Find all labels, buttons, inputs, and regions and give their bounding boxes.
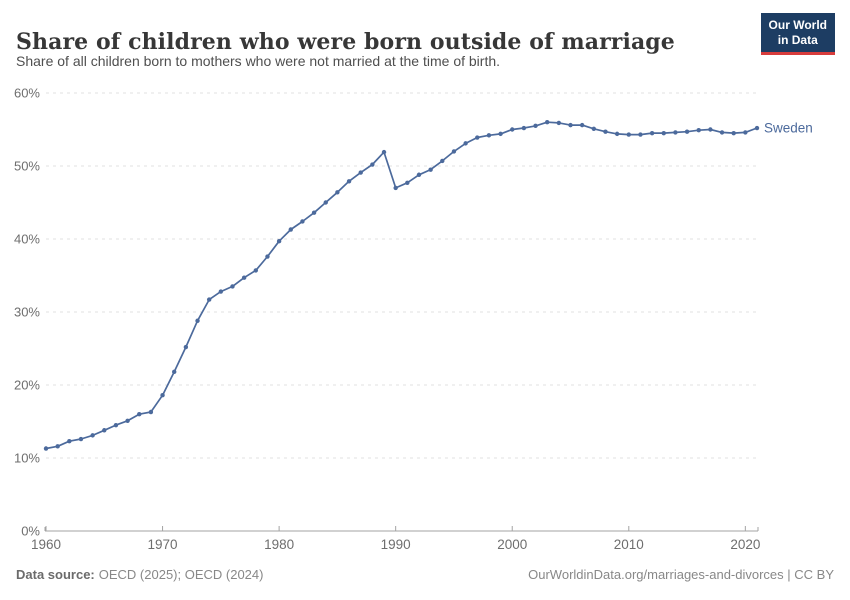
data-point-marker[interactable] [510,127,515,132]
x-axis-tick-label: 1970 [148,537,178,552]
data-point-marker[interactable] [475,135,480,140]
x-axis-tick-label: 1960 [31,537,61,552]
data-point-marker[interactable] [719,130,725,135]
data-point-marker[interactable] [568,122,573,128]
data-point-marker[interactable] [125,418,130,423]
data-point-marker[interactable] [137,412,142,417]
data-point-marker[interactable] [195,318,200,323]
data-point-marker[interactable] [265,254,270,259]
data-point-marker[interactable] [183,344,189,350]
data-point-marker[interactable] [708,127,713,132]
data-point-marker[interactable] [603,129,608,134]
x-axis-tick-label: 1990 [381,537,411,552]
data-point-marker[interactable] [614,131,620,137]
data-point-marker[interactable] [498,131,503,137]
series-line[interactable] [45,121,758,450]
data-point-marker[interactable] [241,275,247,280]
data-point-marker[interactable] [288,227,293,232]
data-point-marker[interactable] [684,129,690,134]
data-point-marker[interactable] [486,133,492,138]
x-axis-tick-label: 1980 [264,537,294,552]
data-point-marker[interactable] [428,167,433,172]
data-point-marker[interactable] [172,369,177,375]
owid-logo-line1: Our World [768,18,827,32]
data-point-marker[interactable] [381,149,387,155]
x-axis-tick-label: 2000 [497,537,527,552]
data-source-label: Data source: [16,567,95,582]
data-point-marker[interactable] [451,149,457,154]
data-point-marker[interactable] [743,130,748,135]
owid-url-license[interactable]: OurWorldinData.org/marriages-and-divorce… [528,567,834,582]
data-point-marker[interactable] [253,268,259,273]
owid-logo[interactable]: Our World in Data [760,13,835,55]
data-point-marker[interactable] [323,200,328,205]
y-axis-tick-label: 50% [14,159,40,174]
data-point-marker[interactable] [160,393,165,398]
owid-logo-line2: in Data [777,33,818,47]
data-point-marker[interactable] [696,128,701,133]
data-point-marker[interactable] [521,125,527,131]
y-axis-tick-label: 0% [21,524,40,539]
data-point-marker[interactable] [78,436,84,442]
data-point-marker[interactable] [754,125,760,131]
data-point-marker[interactable] [300,219,305,224]
data-point-marker[interactable] [463,141,468,146]
data-point-marker[interactable] [416,172,422,177]
data-point-marker[interactable] [90,433,95,438]
data-point-marker[interactable] [102,428,107,433]
y-axis-tick-label: 10% [14,451,40,466]
data-point-marker[interactable] [579,122,585,128]
data-point-marker[interactable] [440,158,445,164]
data-point-marker[interactable] [206,297,212,302]
data-point-marker[interactable] [218,289,224,294]
data-point-marker[interactable] [731,130,736,136]
data-point-marker[interactable] [55,444,60,449]
data-point-marker[interactable] [43,446,49,451]
data-point-marker[interactable] [113,422,119,428]
data-point-marker[interactable] [544,120,550,125]
chart-title: Share of children who were born outside … [16,28,675,55]
data-source-note: Data source: OECD (2025); OECD (2024) [16,567,263,582]
data-point-marker[interactable] [405,180,410,185]
data-point-marker[interactable] [346,179,352,184]
y-axis-tick-label: 40% [14,232,40,247]
data-point-marker[interactable] [358,170,363,175]
chart-footer: Data source: OECD (2025); OECD (2024) Our… [16,567,834,582]
data-point-marker[interactable] [276,238,282,244]
y-axis-tick-label: 60% [14,86,40,101]
data-point-marker[interactable] [230,284,235,289]
chart-subtitle: Share of all children born to mothers wh… [16,53,501,69]
data-point-marker[interactable] [370,162,375,167]
data-point-marker[interactable] [533,123,538,129]
data-point-marker[interactable] [661,130,666,136]
data-point-marker[interactable] [67,439,72,444]
data-point-marker[interactable] [556,120,562,126]
data-point-marker[interactable] [591,126,597,131]
series-entity-label[interactable]: Sweden [764,121,813,136]
x-axis-tick-label: 2010 [614,537,644,552]
y-axis-tick-label: 20% [14,378,40,393]
y-axis-tick-label: 30% [14,305,40,320]
data-point-marker[interactable] [335,190,340,195]
data-point-marker[interactable] [148,409,154,415]
data-point-marker[interactable] [626,132,631,137]
data-point-marker[interactable] [673,130,678,135]
data-point-marker[interactable] [311,210,317,215]
data-source-value: OECD (2025); OECD (2024) [98,567,264,582]
x-axis-tick-label: 2020 [730,537,760,552]
data-point-marker[interactable] [638,132,643,137]
data-point-marker[interactable] [393,185,398,191]
data-point-marker[interactable] [649,130,655,136]
